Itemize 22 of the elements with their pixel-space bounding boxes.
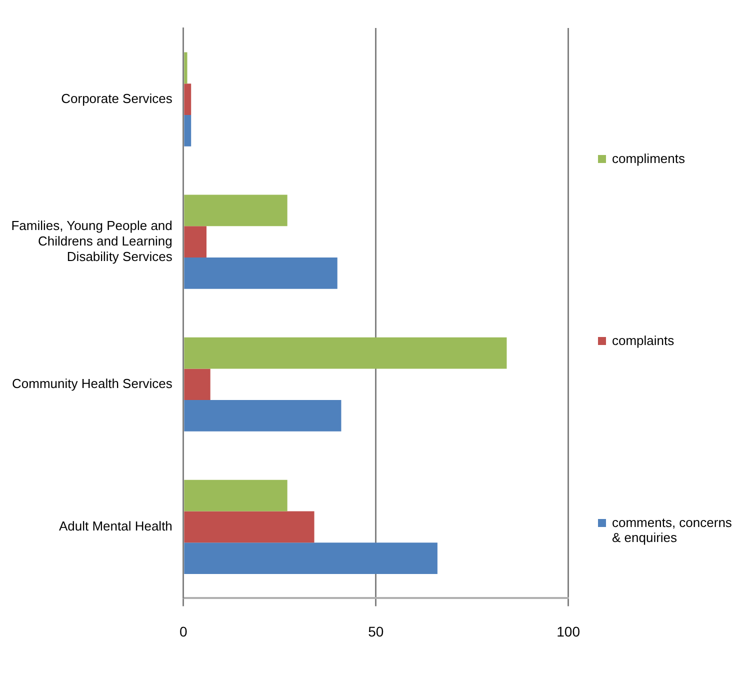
bar <box>184 400 342 432</box>
bar <box>184 84 192 115</box>
legend-label: complaints <box>612 332 674 348</box>
legend-label: comments, concerns & enquiries <box>612 514 733 545</box>
bar <box>184 511 314 543</box>
bar <box>184 258 338 289</box>
bar <box>184 542 438 574</box>
y-tick-label: Corporate Services <box>61 90 173 106</box>
x-tick-label: 100 <box>556 623 580 640</box>
bar <box>184 194 288 226</box>
bar <box>184 114 192 146</box>
bar <box>184 480 288 512</box>
bar <box>184 226 207 258</box>
y-tick-label: Community Health Services <box>12 376 173 391</box>
bar <box>184 337 507 369</box>
x-tick-label: 0 <box>180 623 188 640</box>
x-tick-label: 50 <box>368 623 384 640</box>
bar <box>184 52 188 84</box>
bar <box>184 368 210 400</box>
legend-label: compliments <box>612 151 685 166</box>
y-tick-label: Families, Young People and Childrens and Learning Disability Services <box>11 218 173 264</box>
y-tick-label: Adult Mental Health <box>58 518 172 534</box>
